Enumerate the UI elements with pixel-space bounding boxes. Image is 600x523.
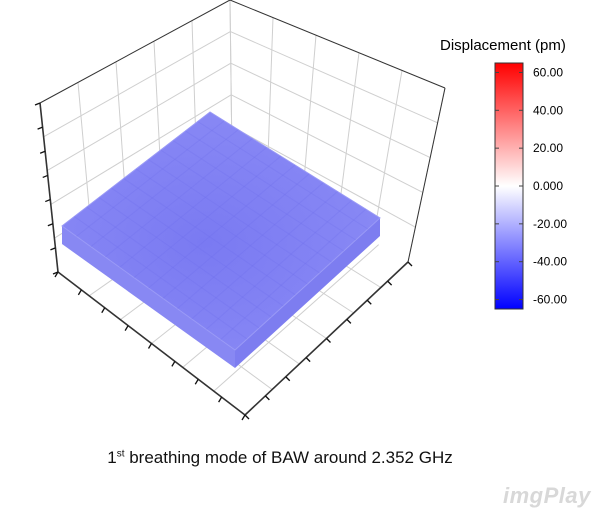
surface-mesh-line (98, 197, 272, 318)
surface-mesh-line (148, 164, 296, 289)
surface-mesh-line (76, 120, 225, 237)
caption-text: breathing mode of BAW around 2.352 GHz (124, 448, 453, 467)
surface-mesh-line (160, 149, 332, 263)
tick-mark (42, 174, 48, 179)
axis-edge (229, 0, 446, 89)
colorbar-tick-label: -60.00 (533, 293, 567, 307)
grid-line (46, 62, 232, 172)
surface-mesh-line (123, 178, 296, 296)
axis-edge (39, 0, 231, 104)
tick-mark (147, 343, 153, 349)
grid-line (50, 94, 232, 205)
colorbar-tick-label: -40.00 (533, 255, 567, 269)
tick-mark (407, 261, 413, 267)
surface-mesh-line (133, 155, 282, 279)
tick-mark (47, 223, 54, 227)
tick-mark (305, 357, 311, 363)
surface-mesh-line (74, 216, 248, 340)
tick-mark (346, 318, 352, 324)
colorbar-tick-label: 20.00 (533, 141, 563, 155)
surface-mesh-line (197, 121, 369, 230)
surface-mesh-line (220, 208, 367, 341)
chart-caption: 1st breathing mode of BAW around 2.352 G… (0, 448, 560, 468)
tick-mark (34, 102, 41, 106)
colorbar-ticks: 60.00 40.00 20.00 0.000 -20.00 -40.00 -60.00 (495, 65, 567, 307)
surface-mesh-line (135, 168, 308, 285)
surface-side-right (235, 218, 380, 368)
axis-edge (39, 102, 59, 273)
surface-mesh-line (177, 182, 324, 310)
tick-mark (218, 396, 223, 403)
surface-mesh-line (104, 138, 253, 258)
tick-mark (54, 271, 59, 278)
tick-mark (366, 299, 372, 305)
surface-top (61, 111, 381, 351)
tick-mark (241, 414, 246, 421)
colorbar-tick-label: 60.00 (533, 65, 563, 79)
tick-mark (45, 198, 51, 203)
tick-mark (101, 307, 106, 314)
displacement-surface (61, 111, 381, 368)
tick-mark (244, 414, 250, 420)
grid-line (230, 94, 424, 193)
grid-line (213, 244, 379, 392)
caption-superscript: st (116, 448, 125, 460)
axis-ticks (34, 102, 413, 421)
axis-edge (407, 87, 446, 263)
grid-line (231, 125, 416, 228)
surface-mesh-line (86, 206, 260, 329)
grid-line (230, 31, 438, 124)
surface-side-left (62, 226, 235, 368)
tick-mark (171, 361, 176, 367)
tick-mark (194, 378, 199, 385)
tick-mark (387, 280, 393, 286)
grid-line (337, 52, 360, 221)
surface-mesh-line (191, 191, 338, 320)
tick-mark (124, 325, 129, 331)
surface-mesh-line (111, 187, 284, 307)
caption-number: 1 (107, 448, 117, 467)
surface-mesh-line (205, 199, 352, 330)
tick-mark (50, 247, 56, 251)
grid-line (230, 62, 431, 159)
colorbar-tick-label: 0.000 (533, 179, 563, 193)
grid-line (43, 31, 231, 138)
surface-mesh-line (172, 140, 345, 252)
surface-mesh-line (148, 159, 320, 274)
watermark-logo: imgPlay (503, 483, 591, 508)
grid-line (372, 70, 403, 242)
surface-mesh-line (185, 130, 357, 241)
surface-mesh-line (162, 173, 310, 299)
tick-mark (37, 126, 43, 130)
tick-mark (285, 376, 291, 382)
colorbar-tick-label: 40.00 (533, 103, 563, 117)
colorbar (494, 62, 524, 310)
tick-mark (77, 289, 82, 296)
tick-mark (326, 338, 331, 343)
colorbar-tick-label: -20.00 (533, 217, 567, 231)
tick-mark (264, 395, 270, 401)
colorbar-title: Displacement (pm) (440, 37, 566, 54)
surface-mesh-line (119, 146, 267, 268)
surface-mesh-line (90, 129, 239, 248)
tick-mark (39, 150, 46, 154)
